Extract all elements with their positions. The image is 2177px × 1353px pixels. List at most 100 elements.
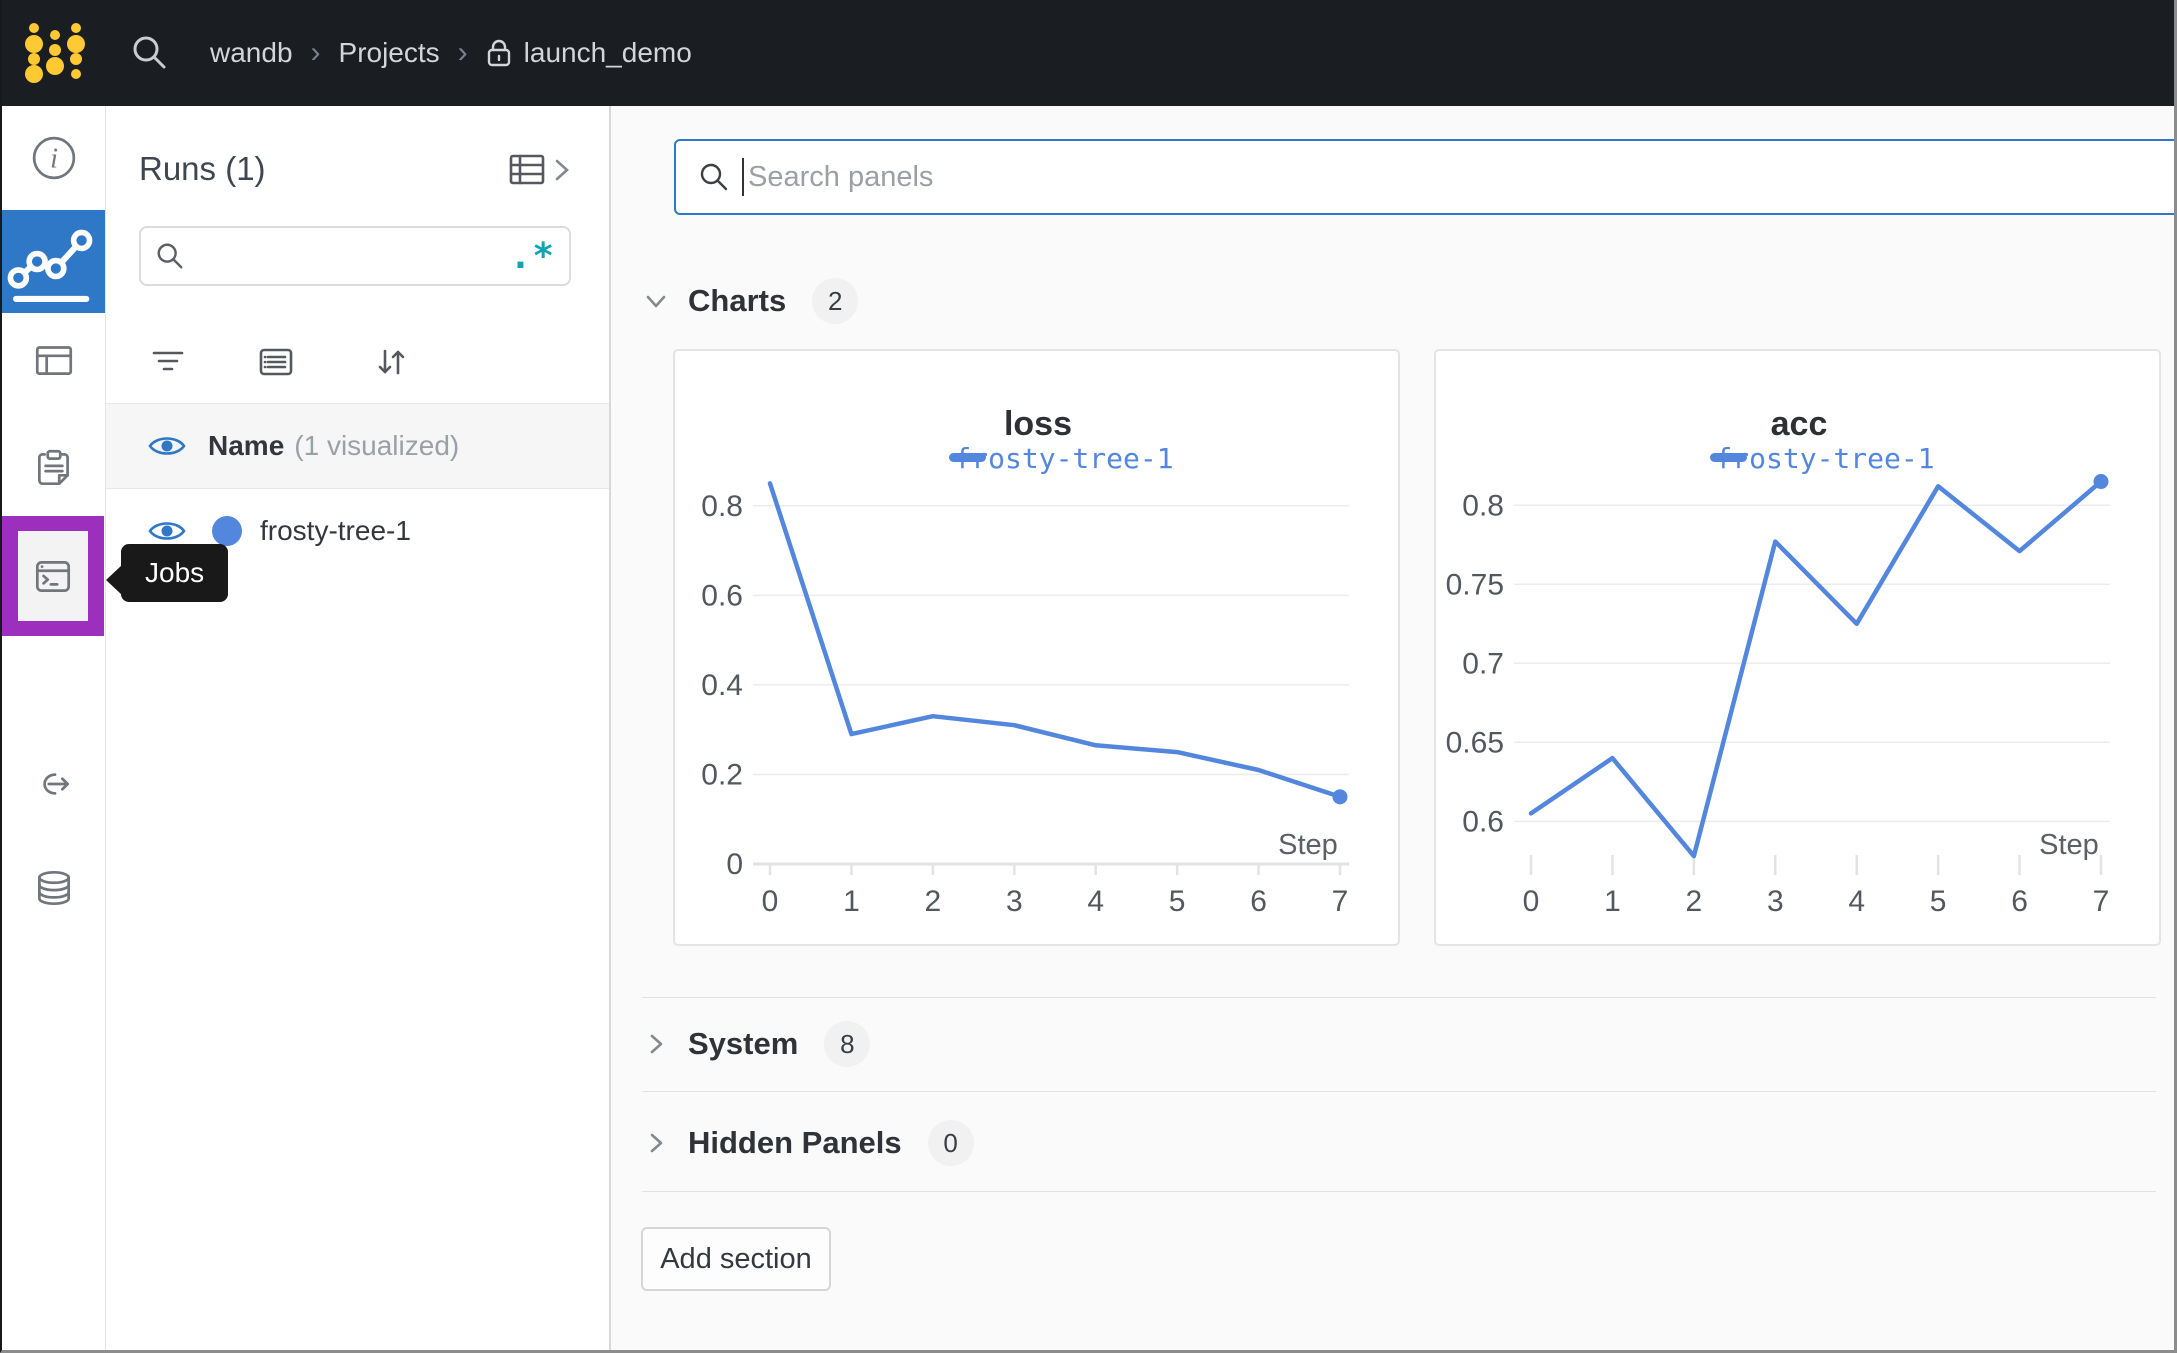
svg-text:6: 6 [2011, 885, 2028, 918]
search-icon [700, 163, 728, 191]
svg-text:Step: Step [1278, 829, 1338, 861]
sort-button[interactable] [371, 342, 411, 382]
section-divider [642, 997, 2156, 998]
jobs-highlight-box [2, 516, 104, 636]
wandb-logo[interactable] [24, 18, 86, 88]
panel-search-input[interactable] [748, 160, 2174, 194]
svg-text:0.2: 0.2 [701, 758, 743, 791]
chevron-down-icon[interactable] [642, 287, 670, 315]
section-count-badge: 8 [824, 1021, 871, 1067]
svg-text:0.75: 0.75 [1446, 568, 1504, 601]
jobs-tooltip-label: Jobs [145, 557, 205, 588]
reports-icon [37, 449, 69, 486]
chart-panel-loss[interactable]: loss frosty-tree-1 0 0.2 0.4 0.6 0.8 0 1 2 3 4 5 6 7 St… [673, 349, 1400, 946]
runs-panel-title: Runs (1) [139, 150, 266, 187]
runs-search-input[interactable] [185, 240, 510, 272]
runs-table-icon [509, 154, 545, 185]
sidebar-item-workspace[interactable] [2, 210, 105, 313]
svg-text:0: 0 [1523, 885, 1540, 918]
breadcrumb-separator: › [310, 36, 321, 69]
svg-text:frosty-tree-1: frosty-tree-1 [1715, 442, 1934, 475]
sidebar-item-jobs[interactable] [18, 531, 88, 621]
svg-text:0.6: 0.6 [1462, 805, 1504, 838]
svg-text:6: 6 [1250, 885, 1267, 918]
section-divider [642, 1191, 2156, 1192]
svg-text:5: 5 [1930, 885, 1947, 918]
svg-text:7: 7 [1332, 885, 1349, 918]
filter-icon [152, 351, 184, 371]
left-nav-rail: i [2, 106, 106, 1350]
chevron-right-icon [555, 159, 569, 181]
sidebar-item-artifacts[interactable] [2, 851, 105, 925]
svg-text:7: 7 [2093, 885, 2110, 918]
run-color-dot[interactable] [212, 516, 242, 546]
runs-sidebar-panel: Runs (1) .* [106, 106, 609, 1350]
visibility-eye-icon[interactable] [148, 518, 186, 544]
svg-text:3: 3 [1006, 885, 1023, 918]
breadcrumb-team[interactable]: wandb [210, 37, 293, 68]
group-button[interactable] [256, 342, 296, 382]
list-icon [259, 348, 293, 376]
svg-text:0.65: 0.65 [1446, 726, 1504, 759]
add-section-button[interactable]: Add section [641, 1227, 831, 1291]
chevron-right-icon[interactable] [642, 1129, 670, 1157]
svg-text:4: 4 [1087, 885, 1104, 918]
runs-header-row: Name (1 visualized) [106, 403, 609, 489]
section-divider [642, 1091, 2156, 1092]
section-header-system[interactable]: System 8 [642, 1021, 871, 1067]
svg-text:1: 1 [1604, 885, 1621, 918]
svg-text:0.4: 0.4 [701, 669, 743, 702]
breadcrumb-section[interactable]: Projects [338, 37, 440, 68]
section-label[interactable]: System [688, 1026, 799, 1061]
global-search-icon[interactable] [130, 33, 170, 73]
top-navbar: wandb › Projects › launch_demo [2, 0, 2174, 106]
regex-toggle[interactable]: .* [509, 235, 555, 277]
panel-search-box [674, 139, 2174, 215]
svg-text:0.6: 0.6 [701, 579, 743, 612]
section-label[interactable]: Charts [688, 283, 787, 318]
svg-text:0.8: 0.8 [701, 490, 743, 523]
svg-text:acc: acc [1771, 405, 1828, 443]
run-name[interactable]: frosty-tree-1 [260, 515, 411, 546]
automations-icon [42, 773, 69, 795]
svg-text:0: 0 [726, 848, 743, 881]
sidebar-item-runs-table[interactable] [2, 323, 105, 397]
jobs-tooltip: Jobs [121, 544, 229, 602]
runs-column-name[interactable]: Name [208, 430, 285, 461]
section-header-charts[interactable]: Charts 2 [642, 278, 859, 324]
svg-text:1: 1 [843, 885, 860, 918]
sidebar-item-automations[interactable] [2, 747, 105, 821]
panel-resize-handle[interactable] [609, 106, 611, 1350]
table-icon [35, 346, 72, 375]
svg-text:2: 2 [1686, 885, 1703, 918]
svg-text:3: 3 [1767, 885, 1784, 918]
section-count-badge: 2 [812, 278, 859, 324]
sidebar-item-reports[interactable] [2, 431, 105, 505]
line-chart-icon [7, 229, 93, 302]
sidebar-item-overview[interactable]: i [2, 121, 105, 195]
expand-runs-table-button[interactable] [509, 152, 571, 188]
svg-text:loss: loss [1004, 405, 1072, 443]
breadcrumb-separator: › [457, 36, 468, 69]
svg-text:5: 5 [1169, 885, 1186, 918]
chevron-right-icon[interactable] [642, 1030, 670, 1058]
svg-text:0.8: 0.8 [1462, 489, 1504, 522]
search-icon [157, 243, 183, 269]
breadcrumb-project[interactable]: launch_demo [523, 37, 692, 68]
svg-text:frosty-tree-1: frosty-tree-1 [954, 442, 1173, 475]
lock-icon [487, 39, 510, 67]
svg-text:i: i [50, 143, 58, 174]
section-count-badge: 0 [927, 1120, 974, 1166]
svg-text:0.7: 0.7 [1462, 647, 1504, 680]
filter-button[interactable] [148, 342, 188, 382]
section-header-hidden-panels[interactable]: Hidden Panels 0 [642, 1120, 974, 1166]
svg-text:Step: Step [2039, 829, 2099, 861]
svg-text:0: 0 [762, 885, 779, 918]
section-label[interactable]: Hidden Panels [688, 1125, 902, 1160]
breadcrumb: wandb › Projects › launch_demo [210, 36, 692, 70]
visibility-eye-icon[interactable] [148, 433, 186, 459]
sort-icon [378, 349, 405, 375]
jobs-terminal-icon [35, 561, 71, 592]
chart-panel-acc[interactable]: acc frosty-tree-1 0.6 0.65 0.7 0.75 0.8 0 1 2 3 4 5 6… [1434, 349, 2161, 946]
